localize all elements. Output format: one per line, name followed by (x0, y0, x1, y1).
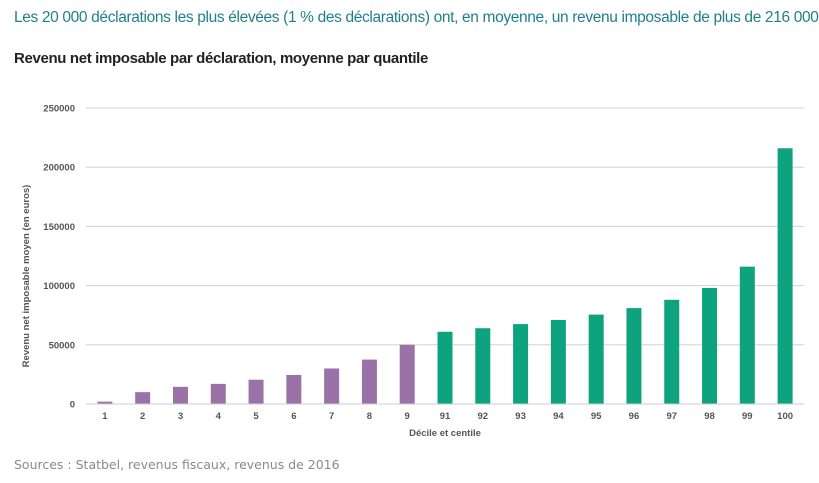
x-tick-label: 2 (140, 411, 145, 422)
x-tick-label: 3 (178, 411, 183, 422)
bar-91 (437, 331, 453, 404)
bar-2 (135, 392, 151, 404)
x-tick-label: 91 (440, 411, 451, 422)
bar-93 (513, 324, 529, 404)
x-tick-label: 4 (216, 411, 222, 422)
chart-title: Revenu net imposable par déclaration, mo… (14, 50, 428, 67)
bar-99 (739, 266, 755, 404)
x-tick-label: 1 (102, 411, 108, 422)
x-tick-label: 7 (329, 411, 334, 422)
x-tick-label: 95 (591, 411, 602, 422)
source-note: Sources : Statbel, revenus fiscaux, reve… (14, 457, 340, 472)
x-tick-label: 97 (666, 411, 677, 422)
x-tick-label: 96 (629, 411, 640, 422)
y-tick-label: 200000 (43, 163, 75, 174)
bar-97 (664, 299, 680, 404)
bar-chart: 0 50000 100000 150000 200000 250000 1 2 3 4 5 6 7 8 9… (21, 104, 804, 439)
y-tick-label: 0 (70, 400, 75, 411)
y-axis-title: Revenu net imposable moyen (en euros) (21, 185, 32, 368)
bar-100 (777, 148, 793, 404)
bar-5 (248, 379, 264, 404)
bars (97, 148, 793, 404)
x-tick-label: 94 (553, 411, 564, 422)
bar-98 (702, 287, 718, 404)
bar-8 (361, 359, 377, 404)
bar-92 (475, 328, 491, 404)
x-tick-label: 9 (405, 411, 410, 422)
bar-3 (172, 386, 188, 404)
bar-94 (550, 319, 566, 404)
x-tick-label: 93 (515, 411, 526, 422)
x-tick-labels: 1 2 3 4 5 6 7 8 9 91 92 93 94 95 96 97 98 99 100 (102, 411, 793, 422)
bar-6 (286, 374, 302, 404)
y-tick-label: 150000 (43, 222, 75, 233)
grid-lines (86, 107, 804, 346)
x-tick-label: 98 (704, 411, 715, 422)
x-tick-label: 92 (478, 411, 489, 422)
y-tick-label: 50000 (49, 340, 75, 351)
bar-1 (97, 401, 113, 404)
bar-9 (399, 344, 415, 404)
bar-95 (588, 314, 604, 404)
bar-4 (210, 383, 226, 404)
y-tick-label: 250000 (43, 104, 75, 115)
headline: Les 20 000 déclarations les plus élevées… (14, 9, 819, 26)
x-tick-label: 100 (777, 411, 793, 422)
bar-7 (324, 368, 340, 404)
y-tick-label: 100000 (43, 281, 75, 292)
x-tick-label: 6 (291, 411, 296, 422)
x-tick-label: 5 (253, 411, 259, 422)
x-axis-title: Décile et centile (409, 428, 481, 439)
y-tick-labels: 0 50000 100000 150000 200000 250000 (43, 104, 75, 411)
bar-96 (626, 308, 642, 404)
x-tick-label: 99 (742, 411, 753, 422)
x-tick-label: 8 (367, 411, 372, 422)
